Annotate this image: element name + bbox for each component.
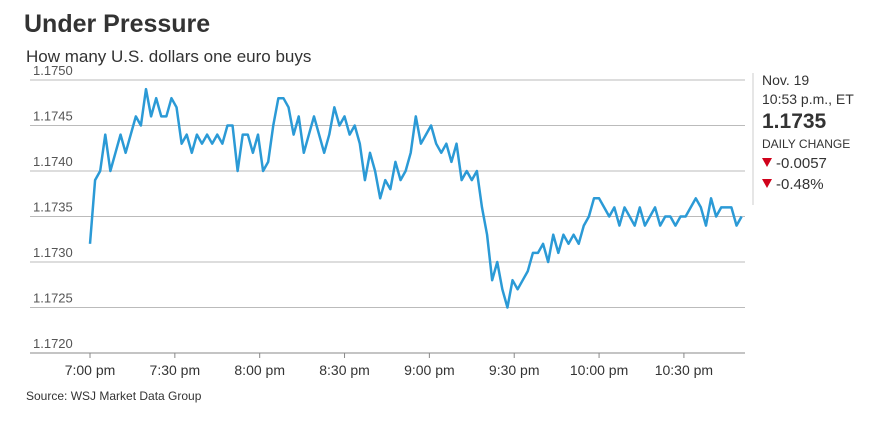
down-arrow <box>762 158 772 167</box>
down-arrow <box>762 179 772 188</box>
y-tick-label: 1.1740 <box>33 154 73 169</box>
x-tick-label: 10:00 pm <box>570 362 628 378</box>
x-tick-label: 8:00 pm <box>234 362 285 378</box>
y-tick-label: 1.1730 <box>33 245 73 260</box>
sidebar-change: -0.0057 <box>776 155 827 172</box>
y-tick-label: 1.1745 <box>33 109 73 124</box>
sidebar-time: 10:53 p.m., ET <box>762 91 854 107</box>
chart-title: Under Pressure <box>24 10 210 38</box>
y-tick-label: 1.1720 <box>33 336 73 351</box>
chart-subtitle: How many U.S. dollars one euro buys <box>26 47 311 66</box>
sidebar-change-pct: -0.48% <box>776 176 824 193</box>
sidebar-date: Nov. 19 <box>762 72 809 88</box>
y-tick-label: 1.1750 <box>33 63 73 78</box>
x-tick-label: 7:30 pm <box>150 362 201 378</box>
x-tick-label: 9:30 pm <box>489 362 540 378</box>
y-tick-label: 1.1735 <box>33 200 73 215</box>
y-tick-label: 1.1725 <box>33 291 73 306</box>
price-line <box>88 87 743 309</box>
x-tick-label: 10:30 pm <box>655 362 713 378</box>
source: Source: WSJ Market Data Group <box>26 389 202 403</box>
x-tick-label: 7:00 pm <box>65 362 116 378</box>
sidebar-change-label: DAILY CHANGE <box>762 137 850 151</box>
x-tick-label: 8:30 pm <box>319 362 370 378</box>
x-tick-label: 9:00 pm <box>404 362 455 378</box>
sidebar-price: 1.1735 <box>762 110 827 133</box>
